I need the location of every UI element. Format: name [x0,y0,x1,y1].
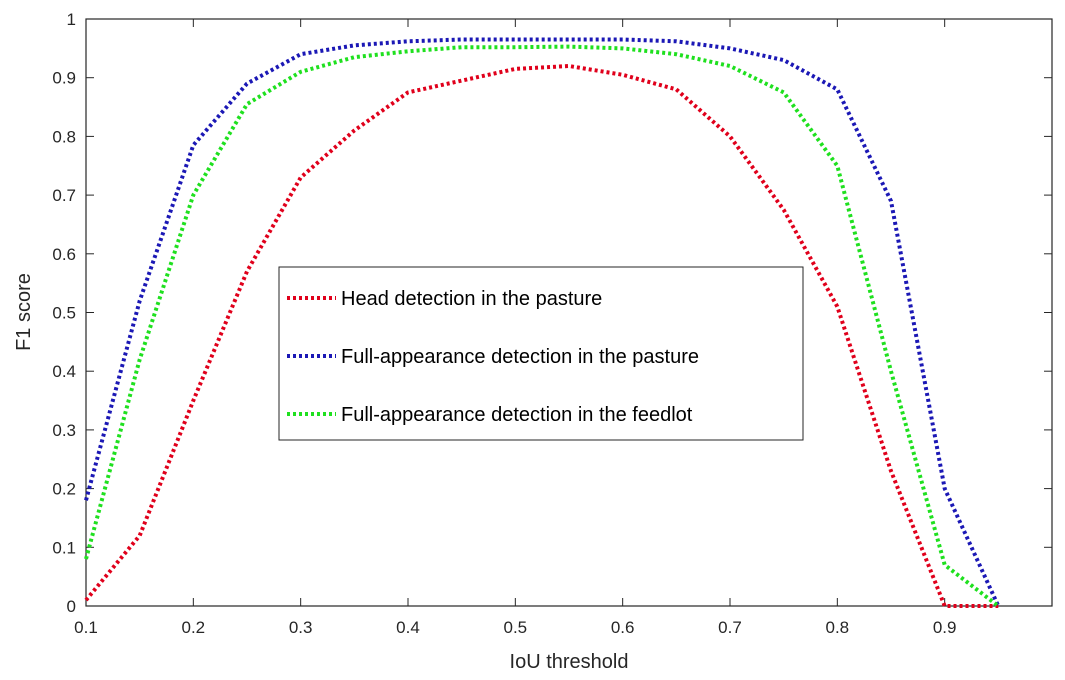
x-tick-label: 0.5 [504,618,528,637]
y-tick-label: 0.2 [52,480,76,499]
series-line-2 [84,37,1001,607]
y-tick-label: 1 [67,10,76,29]
legend-label-1: Head detection in the pasture [341,288,602,310]
x-tick-label: 0.1 [74,618,98,637]
x-tick-label: 0.6 [611,618,635,637]
y-tick-label: 0.4 [52,362,76,381]
y-axis-label: F1 score [13,273,35,351]
legend-box [278,266,804,441]
x-tick-label: 0.8 [826,618,850,637]
y-tick-label: 0.8 [52,127,76,146]
y-tick-label: 0.3 [52,421,76,440]
y-tick-label: 0.5 [52,304,76,323]
series-line-1 [84,64,999,608]
x-tick-label: 0.2 [182,618,206,637]
x-axis-label: IoU threshold [510,651,629,673]
y-tick-label: 0 [67,597,76,616]
legend-entries: Head detection in the pasture Full-appear… [287,288,699,426]
y-tick-label: 0.6 [52,245,76,264]
x-tick-label: 0.4 [396,618,420,637]
legend: Head detection in the pasture Full-appear… [278,266,804,441]
axis-ticks: 0.1 0.2 0.3 0.4 0.5 0.6 0.7 0.8 0.9 0 0.1 0.2 0.3 0.4… [52,10,1052,637]
legend-label-3: Full-appearance detection in the feedlot [341,404,693,426]
y-tick-label: 0.7 [52,186,76,205]
x-tick-label: 0.7 [718,618,742,637]
y-tick-label: 0.1 [52,538,76,557]
x-tick-label: 0.9 [933,618,957,637]
legend-label-2: Full-appearance detection in the pasture [341,346,699,368]
x-tick-label: 0.3 [289,618,313,637]
series-lines [84,37,1001,608]
y-tick-label: 0.9 [52,69,76,88]
